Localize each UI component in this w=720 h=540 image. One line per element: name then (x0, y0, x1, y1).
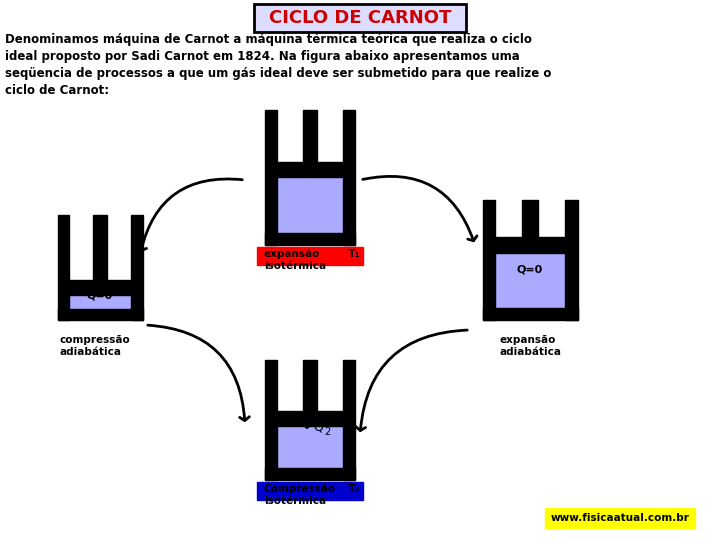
Text: compressão
adiabática: compressão adiabática (60, 335, 131, 356)
Bar (58, 309, 143, 320)
Bar (565, 200, 577, 320)
Bar (276, 427, 343, 468)
Text: T₂: T₂ (348, 484, 361, 494)
Text: Q: Q (313, 164, 323, 177)
Bar (343, 110, 355, 245)
Text: Compressão
isotérmica: Compressão isotérmica (264, 484, 336, 505)
Text: www.fisicaatual.com.br: www.fisicaatual.com.br (551, 513, 690, 523)
Text: 2: 2 (324, 427, 330, 437)
Text: expansão
isotérmica: expansão isotérmica (264, 249, 326, 271)
Text: T₁: T₁ (348, 249, 361, 259)
Bar (302, 360, 318, 411)
Bar (265, 468, 355, 480)
Bar (545, 508, 695, 528)
Bar (265, 360, 276, 480)
Bar (495, 237, 565, 253)
Bar (68, 280, 132, 295)
Text: 1: 1 (324, 170, 330, 180)
Bar (343, 360, 355, 480)
Bar (58, 215, 68, 320)
Bar (257, 482, 363, 500)
Bar (482, 200, 495, 320)
Bar (93, 215, 107, 280)
Text: Q=0: Q=0 (517, 265, 543, 275)
Bar (68, 295, 132, 309)
Bar (257, 247, 363, 265)
Text: expansão
adiabática: expansão adiabática (500, 335, 562, 356)
Text: Q: Q (313, 421, 323, 434)
Text: Denominamos máquina de Carnot a máquina térmica teórica que realiza o ciclo
idea: Denominamos máquina de Carnot a máquina … (5, 33, 552, 97)
Bar (482, 308, 577, 320)
Bar (302, 110, 318, 162)
Bar (276, 411, 343, 427)
Bar (522, 200, 538, 237)
Bar (265, 233, 355, 245)
Bar (265, 110, 276, 245)
Bar (132, 215, 143, 320)
Bar (276, 177, 343, 233)
Text: CICLO DE CARNOT: CICLO DE CARNOT (269, 9, 451, 27)
Bar (276, 162, 343, 177)
Text: Q=0: Q=0 (87, 290, 113, 300)
Bar (495, 253, 565, 308)
FancyBboxPatch shape (254, 4, 466, 32)
